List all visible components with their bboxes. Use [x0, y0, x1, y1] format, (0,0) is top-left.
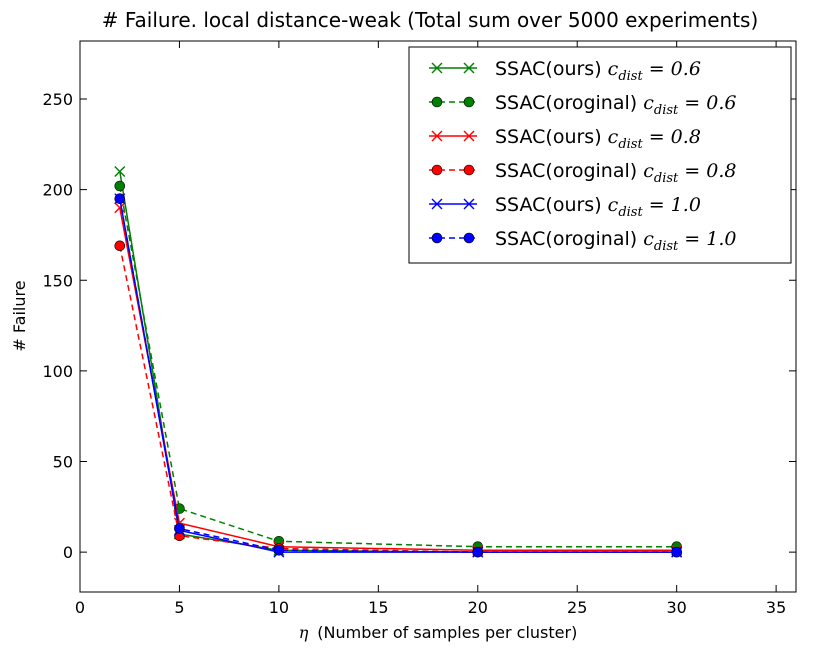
y-tick-label: 100	[42, 362, 73, 381]
y-tick-label: 50	[53, 453, 73, 472]
y-tick-label: 150	[42, 271, 73, 290]
x-tick-label: 5	[174, 598, 184, 617]
legend-label-value: = 0.6	[678, 92, 736, 114]
legend-label-math: c	[643, 228, 654, 250]
y-tick-label: 250	[42, 90, 73, 109]
legend-marker-circle	[431, 96, 443, 108]
data-point-circle	[472, 546, 484, 558]
legend-marker-x	[463, 198, 475, 210]
x-tick-label: 25	[567, 598, 587, 617]
axis-ticks: 0 5 10 15 20 25 30 35 0 50 100 150 200 250	[42, 41, 796, 617]
legend-label-text: SSAC(oroginal)	[495, 228, 643, 250]
series-line	[119, 198, 677, 553]
chart-title: # Failure. local distance-weak (Total su…	[102, 8, 759, 32]
legend-label-text: SSAC(oroginal)	[495, 160, 643, 182]
legend-label-subscript: dist	[618, 137, 643, 152]
legend-marker-circle	[463, 232, 475, 244]
legend-label: SSAC(ours) cdist = 0.8	[495, 126, 701, 152]
data-point-circle	[114, 193, 126, 204]
legend-marker-x	[463, 130, 475, 142]
legend-label-text: SSAC(ours)	[495, 126, 608, 148]
x-axis-label-text: (Number of samples per cluster)	[317, 623, 577, 642]
legend-label: SSAC(ours) cdist = 1.0	[495, 194, 701, 220]
x-tick-label: 0	[75, 598, 85, 617]
y-axis-label: # Failure	[10, 280, 29, 351]
legend-label-value: = 1.0	[678, 228, 736, 250]
legend-entry-3: SSAC(oroginal) cdist = 0.8	[429, 160, 736, 186]
data-point-circle	[273, 545, 285, 556]
x-axis-label-symbol: η	[299, 623, 309, 642]
legend-label-subscript: dist	[618, 205, 643, 220]
y-tick-label: 0	[63, 543, 73, 562]
legend-label-subscript: dist	[654, 171, 679, 186]
legend-marker-x	[463, 62, 475, 74]
legend-label-math: c	[608, 58, 619, 80]
legend-entry-0: SSAC(ours) cdist = 0.6	[429, 58, 701, 84]
legend-marker-x	[431, 62, 443, 74]
legend-label-math: c	[608, 194, 619, 216]
series-layer	[114, 166, 683, 558]
x-tick-label: 35	[766, 598, 786, 617]
legend-label-value: = 0.6	[643, 58, 701, 80]
legend-label: SSAC(oroginal) cdist = 0.6	[495, 92, 736, 118]
legend-label-math: c	[643, 160, 654, 182]
y-tick-label: 200	[42, 181, 73, 200]
legend-marker-circle	[431, 232, 443, 244]
legend-label-math: c	[643, 92, 654, 114]
legend-label-subscript: dist	[654, 103, 679, 118]
legend-box	[408, 46, 792, 264]
legend-entry-1: SSAC(oroginal) cdist = 0.6	[429, 92, 736, 118]
legend-marker-circle	[431, 164, 443, 176]
x-axis-label: η (Number of samples per cluster)	[299, 623, 578, 642]
data-point-circle	[174, 523, 185, 534]
legend-marker-x	[431, 130, 443, 142]
x-tick-label: 30	[666, 598, 686, 617]
legend-label-text: SSAC(ours)	[495, 58, 608, 80]
legend-entry-5: SSAC(oroginal) cdist = 1.0	[429, 228, 736, 254]
legend-entry-2: SSAC(ours) cdist = 0.8	[429, 126, 701, 152]
series-5	[114, 193, 682, 558]
x-tick-label: 15	[368, 598, 388, 617]
data-point-circle	[671, 546, 682, 558]
legend-label-value: = 1.0	[643, 194, 701, 216]
legend-marker-circle	[463, 96, 475, 108]
data-point-x	[114, 166, 126, 177]
x-tick-label: 10	[269, 598, 289, 617]
x-tick-label: 20	[468, 598, 488, 617]
data-point-x	[114, 202, 126, 214]
legend-marker-circle	[463, 164, 475, 176]
legend-label: SSAC(oroginal) cdist = 0.8	[495, 160, 736, 186]
legend-label-subscript: dist	[618, 69, 643, 84]
data-point-circle	[114, 240, 126, 252]
legend-label-value: = 0.8	[678, 160, 736, 182]
legend-label-subscript: dist	[654, 239, 679, 254]
legend-label-math: c	[608, 126, 619, 148]
legend-label-text: SSAC(oroginal)	[495, 92, 643, 114]
legend-label-value: = 0.8	[643, 126, 701, 148]
legend-label-text: SSAC(ours)	[495, 194, 608, 216]
data-point-circle	[114, 180, 126, 192]
legend-marker-x	[431, 198, 443, 210]
legend-entry-4: SSAC(ours) cdist = 1.0	[429, 194, 701, 220]
legend-label: SSAC(oroginal) cdist = 1.0	[495, 228, 736, 254]
legend-label: SSAC(ours) cdist = 0.6	[495, 58, 701, 84]
